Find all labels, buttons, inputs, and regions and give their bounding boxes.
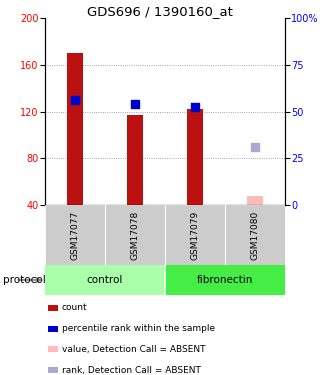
Text: value, Detection Call = ABSENT: value, Detection Call = ABSENT bbox=[62, 345, 205, 354]
Text: count: count bbox=[62, 303, 88, 312]
Text: GSM17078: GSM17078 bbox=[131, 210, 140, 260]
Text: control: control bbox=[87, 275, 123, 285]
Point bbox=[252, 144, 258, 150]
Point bbox=[132, 102, 138, 108]
Bar bbox=[165, 265, 285, 295]
Text: GSM17077: GSM17077 bbox=[70, 210, 79, 260]
Bar bbox=[67, 53, 84, 205]
Bar bbox=[105, 205, 165, 265]
Bar bbox=[225, 205, 285, 265]
Bar bbox=[127, 115, 143, 205]
Bar bbox=[45, 205, 105, 265]
Text: GSM17079: GSM17079 bbox=[190, 210, 199, 260]
Bar bbox=[165, 205, 225, 265]
Text: percentile rank within the sample: percentile rank within the sample bbox=[62, 324, 215, 333]
Bar bbox=[45, 265, 165, 295]
Text: GDS696 / 1390160_at: GDS696 / 1390160_at bbox=[87, 5, 233, 18]
Text: rank, Detection Call = ABSENT: rank, Detection Call = ABSENT bbox=[62, 366, 201, 375]
Point bbox=[192, 104, 197, 110]
Bar bbox=[187, 109, 204, 205]
Bar bbox=[247, 196, 263, 205]
Text: GSM17080: GSM17080 bbox=[251, 210, 260, 260]
Text: fibronectin: fibronectin bbox=[197, 275, 253, 285]
Point bbox=[72, 97, 77, 103]
Text: protocol: protocol bbox=[3, 275, 46, 285]
